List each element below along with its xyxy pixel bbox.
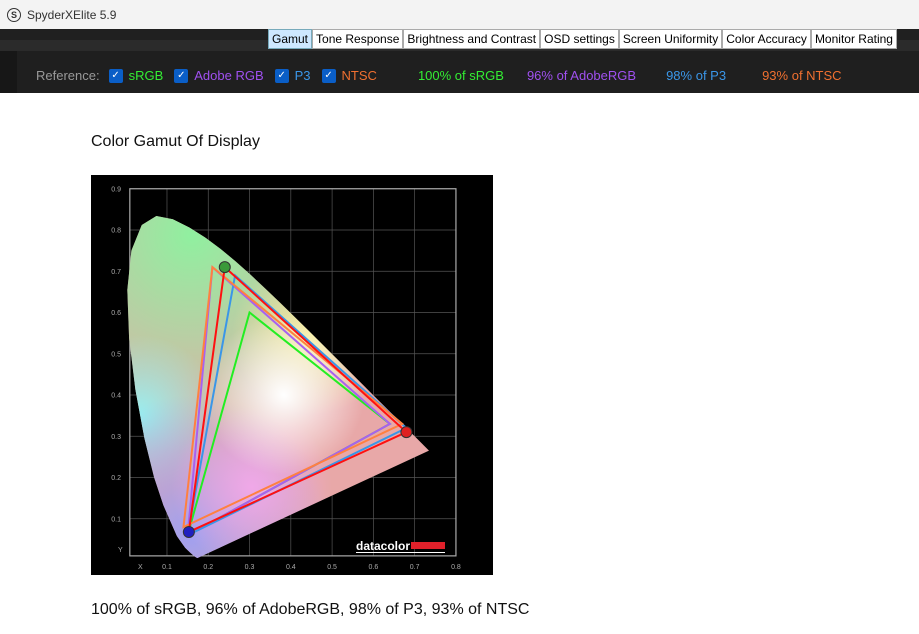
plot-frame xyxy=(129,188,457,557)
tab-tone-response[interactable]: Tone Response xyxy=(312,29,404,49)
checkmark-icon: ✓ xyxy=(108,68,123,83)
checkmark-icon: ✓ xyxy=(174,68,189,83)
primary-point xyxy=(400,426,413,439)
page-title: Color Gamut Of Display xyxy=(91,133,260,150)
title-bar: S SpyderXElite 5.9 xyxy=(0,0,919,29)
tab-bar: Gamut Tone Response Brightness and Contr… xyxy=(0,29,919,51)
x-tick-label: 0.3 xyxy=(245,564,255,571)
reference-bar: Reference: ✓ sRGB ✓ Adobe RGB ✓ P3 ✓ NTSC 10… xyxy=(0,51,919,93)
gamut-chart: 0.1 0.2 0.3 0.4 0.5 0.6 0.7 0.8 0.1 0.2 0.3 0.4 0.5 0… xyxy=(91,175,493,575)
tab-gamut[interactable]: Gamut xyxy=(268,29,313,49)
x-tick-label: 0.1 xyxy=(162,564,172,571)
y-tick-label: 0.2 xyxy=(111,475,121,482)
checkbox-label: P3 xyxy=(294,68,311,83)
x-axis-label: X xyxy=(138,564,143,571)
x-tick-label: 0.7 xyxy=(410,564,420,571)
gamut-summary: 100% of sRGB, 96% of AdobeRGB, 98% of P3… xyxy=(91,601,530,618)
primary-point xyxy=(218,261,231,274)
y-tick-label: 0.9 xyxy=(111,186,121,193)
y-tick-label: 0.7 xyxy=(111,269,121,276)
checkbox-label: Adobe RGB xyxy=(194,68,264,83)
y-tick-label: 0.3 xyxy=(111,434,121,441)
reference-label: Reference: xyxy=(36,68,100,83)
datacolor-watermark: datacolor xyxy=(356,539,410,553)
checkmark-icon: ✓ xyxy=(274,68,289,83)
y-tick-label: 0.6 xyxy=(111,310,121,317)
gamut-triangle-adobe-rgb xyxy=(186,265,392,538)
result-adobe-rgb: 96% of AdobeRGB xyxy=(526,68,637,83)
x-tick-label: 0.2 xyxy=(203,564,213,571)
x-tick-label: 0.8 xyxy=(451,564,461,571)
tab-osd-settings[interactable]: OSD settings xyxy=(540,29,619,49)
y-tick-label: 0.1 xyxy=(111,516,121,523)
tab-monitor-rating[interactable]: Monitor Rating xyxy=(810,29,897,49)
y-tick-label: 0.4 xyxy=(111,393,121,400)
primary-point xyxy=(182,525,195,538)
checkmark-icon: ✓ xyxy=(321,68,336,83)
app-logo-icon: S xyxy=(7,7,21,22)
gamut-triangle-ntsc xyxy=(182,265,405,529)
gamut-triangle-display xyxy=(187,265,409,534)
checkbox-label: NTSC xyxy=(341,68,377,83)
y-tick-label: 0.5 xyxy=(111,351,121,358)
tab-color-accuracy[interactable]: Color Accuracy xyxy=(722,29,811,49)
x-tick-label: 0.5 xyxy=(327,564,337,571)
result-ntsc: 93% of NTSC xyxy=(762,68,842,83)
checkbox-label: sRGB xyxy=(128,68,164,83)
x-tick-label: 0.4 xyxy=(286,564,296,571)
checkbox-adobe-rgb[interactable]: ✓ Adobe RGB xyxy=(174,68,264,83)
result-p3: 98% of P3 xyxy=(666,68,727,83)
checkbox-srgb[interactable]: ✓ sRGB xyxy=(108,68,164,83)
y-axis-label: Y xyxy=(118,547,123,554)
tab-screen-uniformity[interactable]: Screen Uniformity xyxy=(618,29,723,49)
spectral-locus xyxy=(127,216,429,559)
y-tick-label: 0.8 xyxy=(111,228,121,235)
checkbox-p3[interactable]: ✓ P3 xyxy=(274,68,311,83)
checkbox-ntsc[interactable]: ✓ NTSC xyxy=(321,68,377,83)
app-title: SpyderXElite 5.9 xyxy=(27,7,117,22)
x-tick-label: 0.6 xyxy=(369,564,379,571)
tab-brightness-contrast[interactable]: Brightness and Contrast xyxy=(403,29,541,49)
result-srgb: 100% of sRGB xyxy=(417,68,504,83)
